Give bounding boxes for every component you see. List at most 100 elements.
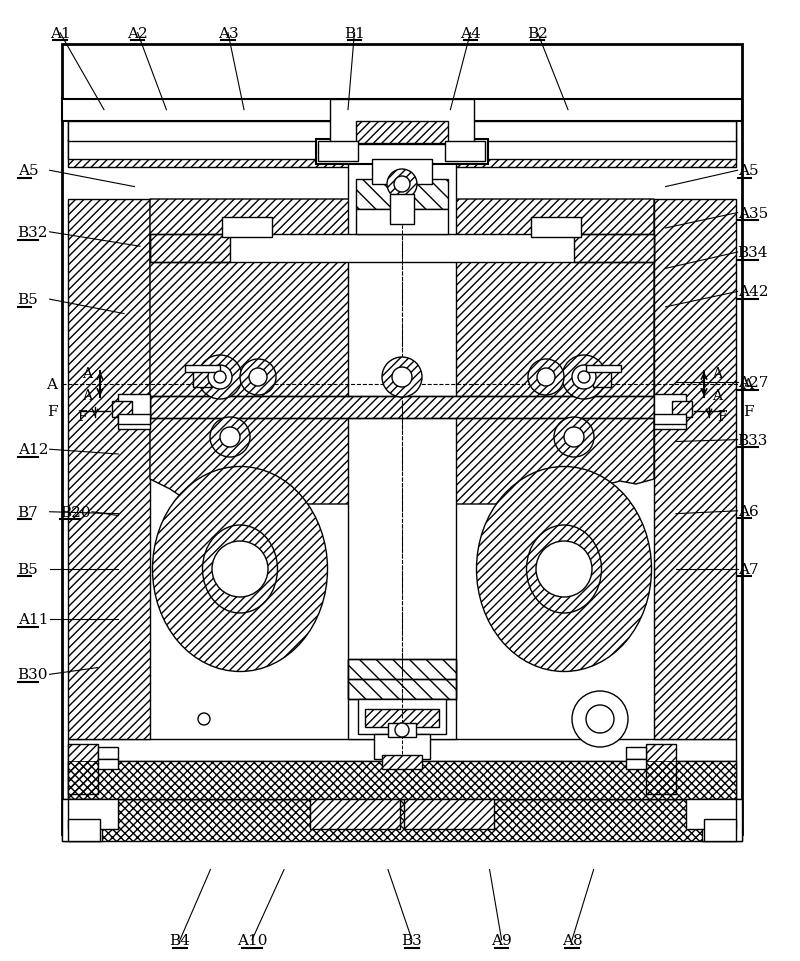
Text: A1: A1 <box>50 27 70 40</box>
Bar <box>150 234 230 262</box>
Circle shape <box>210 418 250 457</box>
Text: B20: B20 <box>60 505 90 519</box>
Bar <box>185 365 220 373</box>
Bar <box>390 195 414 225</box>
Bar <box>445 142 485 161</box>
Bar <box>348 659 456 679</box>
Bar <box>316 140 488 165</box>
Text: B7: B7 <box>18 505 38 519</box>
Bar <box>98 748 118 759</box>
Text: A5: A5 <box>18 164 38 178</box>
Bar <box>62 100 742 122</box>
Text: B1: B1 <box>344 27 365 40</box>
Bar <box>372 160 432 185</box>
Bar <box>98 759 118 769</box>
Circle shape <box>564 428 584 448</box>
Text: A10: A10 <box>237 933 267 947</box>
Text: A7: A7 <box>738 562 758 576</box>
Bar <box>365 709 439 727</box>
Text: B33: B33 <box>738 433 768 447</box>
Circle shape <box>528 359 564 396</box>
Text: A27: A27 <box>738 376 768 389</box>
Text: A: A <box>82 366 92 381</box>
Text: A11: A11 <box>18 613 48 627</box>
Bar <box>702 800 742 841</box>
Bar <box>654 395 686 430</box>
Ellipse shape <box>202 526 278 613</box>
Bar <box>68 140 736 160</box>
Bar <box>626 759 646 769</box>
Bar <box>382 755 422 769</box>
Text: A9: A9 <box>491 933 512 947</box>
Circle shape <box>198 356 242 400</box>
Text: A12: A12 <box>18 443 48 456</box>
Bar <box>68 744 98 794</box>
Bar <box>586 365 621 373</box>
Text: F: F <box>742 405 754 419</box>
Bar <box>118 414 150 425</box>
Text: B4: B4 <box>170 933 190 947</box>
Bar <box>68 120 736 168</box>
Bar <box>348 659 456 700</box>
Circle shape <box>586 705 614 733</box>
Text: A: A <box>46 378 58 391</box>
Text: A4: A4 <box>460 27 481 40</box>
Bar <box>68 761 736 800</box>
Bar <box>68 122 736 142</box>
Circle shape <box>537 369 555 386</box>
Bar <box>654 414 686 425</box>
Bar <box>150 397 654 419</box>
Bar <box>150 397 654 419</box>
Text: B30: B30 <box>18 668 48 681</box>
Bar <box>62 45 742 834</box>
Bar <box>356 209 448 234</box>
Ellipse shape <box>477 467 651 672</box>
Bar <box>330 100 474 145</box>
Text: A: A <box>742 378 754 391</box>
Circle shape <box>392 368 412 387</box>
Bar <box>68 200 150 739</box>
Text: A: A <box>712 366 722 381</box>
Circle shape <box>214 372 226 383</box>
Text: A5: A5 <box>738 164 758 178</box>
Circle shape <box>536 541 592 598</box>
Circle shape <box>387 170 417 200</box>
Text: A3: A3 <box>218 27 238 40</box>
Text: F: F <box>717 409 727 424</box>
Circle shape <box>395 724 409 737</box>
Text: F: F <box>46 405 58 419</box>
Text: B3: B3 <box>402 933 422 947</box>
Bar <box>356 180 448 209</box>
Text: B2: B2 <box>527 27 548 40</box>
Circle shape <box>562 356 606 400</box>
Circle shape <box>394 177 410 193</box>
Bar <box>654 200 736 739</box>
Polygon shape <box>150 200 380 505</box>
Circle shape <box>212 541 268 598</box>
Polygon shape <box>410 200 654 505</box>
Bar <box>686 800 736 829</box>
Bar <box>388 724 416 737</box>
Bar <box>704 819 736 841</box>
Bar <box>348 160 456 739</box>
Bar <box>193 370 211 387</box>
Bar <box>62 800 102 841</box>
Bar <box>574 234 654 262</box>
Bar <box>62 800 742 841</box>
Text: A42: A42 <box>738 285 768 299</box>
Circle shape <box>554 418 594 457</box>
Text: A2: A2 <box>127 27 148 40</box>
Bar <box>68 761 736 800</box>
Bar <box>318 142 358 161</box>
Bar <box>672 402 692 418</box>
Bar <box>593 370 611 387</box>
Bar <box>68 800 118 829</box>
Circle shape <box>220 428 240 448</box>
Text: A6: A6 <box>738 505 758 518</box>
Circle shape <box>198 713 210 726</box>
Bar <box>310 800 400 829</box>
Circle shape <box>572 365 596 389</box>
Circle shape <box>578 372 590 383</box>
Bar <box>118 395 150 430</box>
Text: F: F <box>77 409 87 424</box>
